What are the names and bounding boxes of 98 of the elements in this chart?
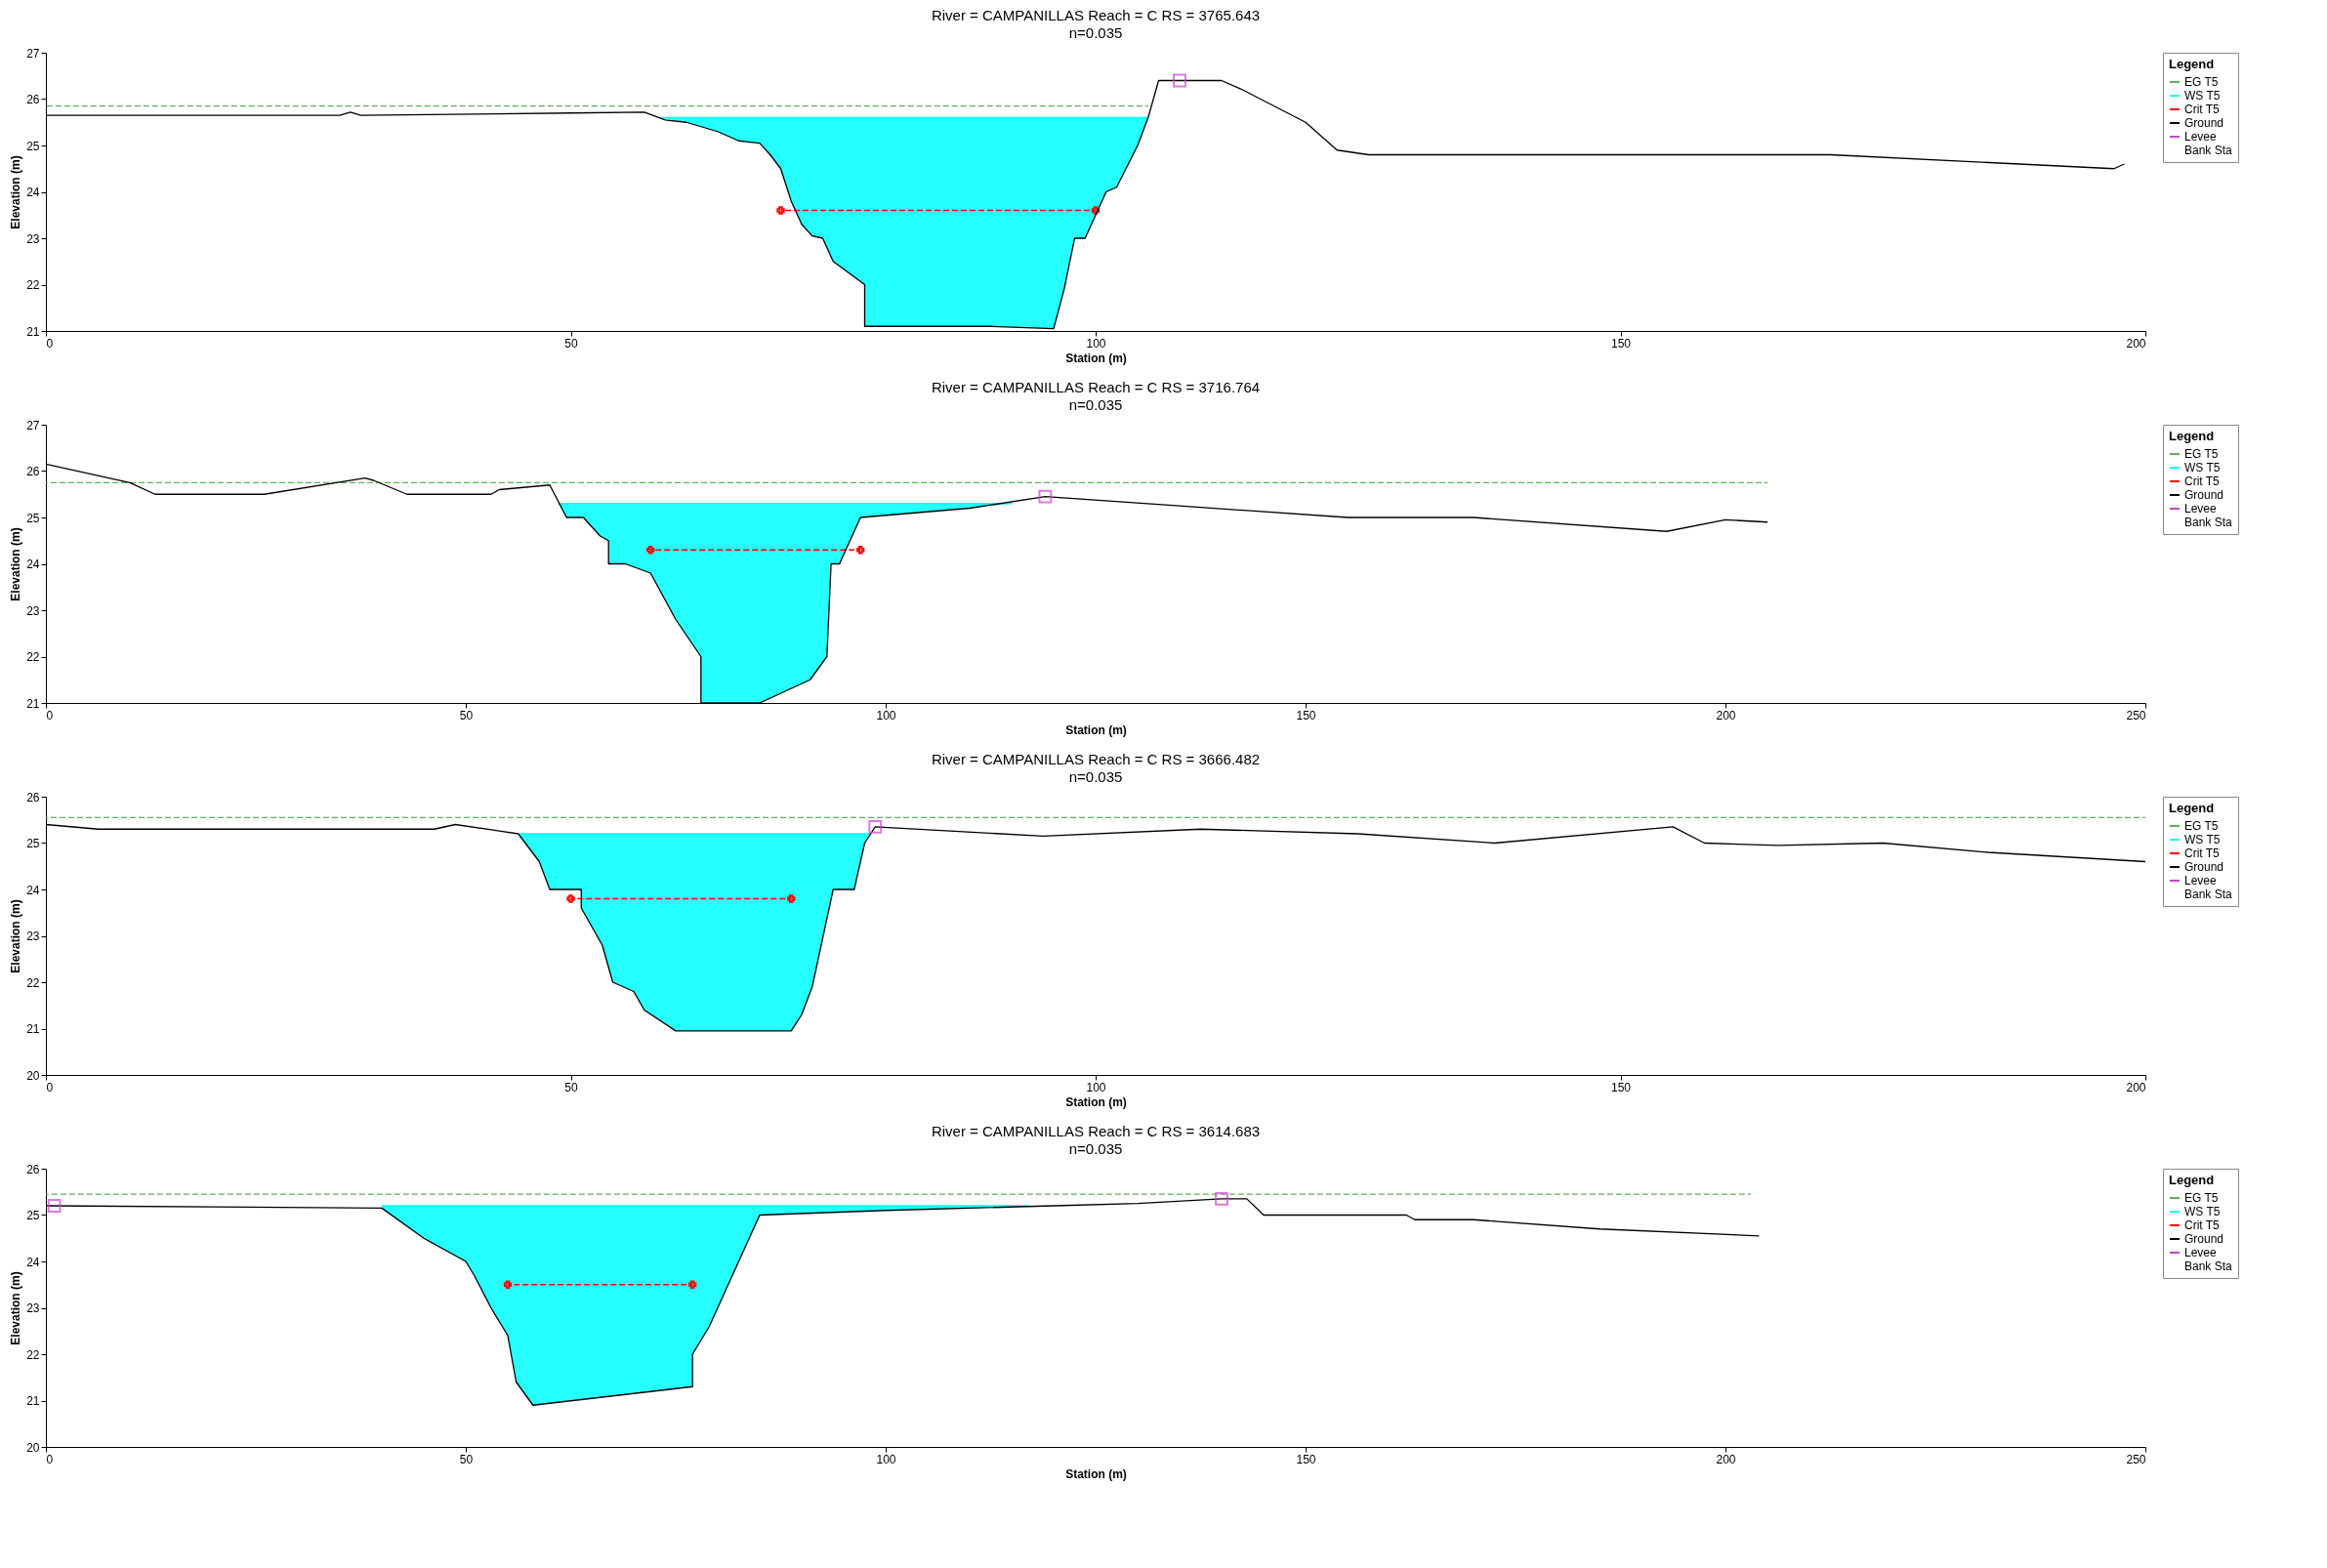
y-axis-title: Elevation (m) — [9, 155, 23, 229]
chart-title: River = CAMPANILLAS Reach = C RS = 3765.643 — [931, 7, 1261, 23]
chart-subtitle: n=0.035 — [1068, 24, 1123, 41]
chart-title: River = CAMPANILLAS Reach = C RS = 3614.683 — [931, 1123, 1261, 1139]
y-tick-label: 20 — [26, 1440, 40, 1455]
y-tick-label: 23 — [26, 231, 40, 246]
point — [503, 1280, 513, 1289]
y-tick-label: 21 — [26, 696, 40, 711]
x-tick-label: 50 — [459, 1452, 474, 1466]
y-axis-title: Elevation (m) — [9, 527, 23, 601]
x-tick-label: 150 — [1610, 1080, 1632, 1094]
y-tick-label: 23 — [26, 1301, 40, 1315]
legend-label: Ground — [2184, 488, 2224, 502]
legend-title: Legend — [2169, 1173, 2215, 1187]
x-tick-label: 150 — [1296, 1452, 1316, 1466]
legend-label: Levee — [2184, 1246, 2218, 1259]
x-tick-label: 0 — [46, 336, 54, 351]
x-tick-label: 150 — [1296, 708, 1316, 722]
y-tick-label: 25 — [26, 837, 40, 850]
x-tick-label: 250 — [2126, 1452, 2146, 1466]
x-tick-label: 250 — [2126, 708, 2146, 722]
y-tick-label: 25 — [26, 1209, 40, 1222]
point — [47, 1199, 62, 1213]
y-tick-label: 24 — [26, 883, 40, 897]
legend-label: EG T5 — [2184, 447, 2219, 461]
legend-label: Crit T5 — [2184, 1218, 2221, 1232]
legend-label: EG T5 — [2184, 75, 2219, 89]
legend-label: Crit T5 — [2184, 103, 2221, 116]
y-axis-title: Elevation (m) — [9, 1271, 23, 1345]
x-tick-label: 0 — [46, 1080, 54, 1094]
legend-label: WS T5 — [2184, 833, 2221, 846]
y-tick-label: 24 — [26, 557, 40, 571]
legend-label: Ground — [2184, 116, 2224, 130]
legend-label: WS T5 — [2184, 461, 2221, 475]
x-tick-label: 100 — [876, 1452, 896, 1466]
legend-label: Levee — [2184, 502, 2218, 516]
y-tick-label: 27 — [26, 418, 40, 433]
x-tick-label: 0 — [46, 708, 54, 722]
y-tick-label: 26 — [26, 1162, 40, 1176]
chart-subtitle: n=0.035 — [1068, 1140, 1123, 1157]
x-axis-title: Station (m) — [1065, 1094, 1127, 1109]
x-tick-label: 50 — [564, 336, 578, 351]
legend-label: WS T5 — [2184, 89, 2221, 103]
y-axis-title: Elevation (m) — [9, 899, 23, 973]
y-tick-label: 26 — [26, 93, 40, 106]
y-tick-label: 20 — [26, 1068, 40, 1083]
chart-title: River = CAMPANILLAS Reach = C RS = 3716.764 — [931, 379, 1261, 395]
y-tick-label: 23 — [26, 603, 40, 618]
x-tick-label: 200 — [2126, 336, 2146, 351]
chart-title: River = CAMPANILLAS Reach = C RS = 3666.482 — [931, 751, 1261, 767]
y-tick-label: 22 — [26, 975, 40, 990]
x-tick-label: 100 — [1086, 1080, 1106, 1094]
chart-subtitle: n=0.035 — [1068, 768, 1123, 785]
x-tick-label: 100 — [1086, 336, 1106, 351]
text: Bank Sta — [2184, 144, 2233, 157]
point — [1215, 1191, 1228, 1206]
x-tick-label: 100 — [876, 708, 896, 722]
y-tick-label: 26 — [26, 790, 40, 805]
legend-title: Legend — [2169, 57, 2215, 71]
legend-label: EG T5 — [2184, 819, 2219, 833]
legend-label: Ground — [2184, 1232, 2224, 1246]
legend-title: Legend — [2169, 429, 2215, 443]
x-tick-label: 200 — [2126, 1080, 2146, 1094]
legend-label: WS T5 — [2184, 1205, 2221, 1218]
x-tick-label: 200 — [1716, 1452, 1736, 1466]
legend-label: Crit T5 — [2184, 846, 2221, 860]
text: Bank Sta — [2184, 1259, 2233, 1273]
y-tick-label: 21 — [26, 1022, 40, 1036]
y-tick-label: 26 — [26, 465, 40, 478]
x-tick-label: 150 — [1610, 336, 1632, 351]
y-tick-label: 25 — [26, 511, 40, 525]
legend-label: Crit T5 — [2184, 475, 2221, 488]
x-axis-title: Station (m) — [1065, 1466, 1127, 1481]
y-tick-label: 24 — [26, 1255, 40, 1269]
text: Bank Sta — [2184, 516, 2233, 529]
legend-title: Legend — [2169, 801, 2215, 815]
y-tick-label: 25 — [26, 139, 40, 153]
x-tick-label: 200 — [1716, 708, 1736, 722]
y-tick-label: 21 — [26, 324, 40, 339]
legend-label: Ground — [2184, 860, 2224, 874]
x-tick-label: 50 — [564, 1080, 578, 1094]
y-tick-label: 21 — [26, 1394, 40, 1408]
legend-label: Levee — [2184, 130, 2218, 144]
x-tick-label: 0 — [46, 1452, 54, 1466]
legend-label: EG T5 — [2184, 1191, 2219, 1205]
x-axis-title: Station (m) — [1065, 722, 1127, 737]
y-tick-label: 27 — [26, 46, 40, 61]
legend-label: Levee — [2184, 874, 2218, 887]
x-tick-label: 50 — [459, 708, 474, 722]
y-tick-label: 22 — [26, 650, 40, 664]
y-tick-label: 24 — [26, 186, 40, 199]
chart-subtitle: n=0.035 — [1068, 396, 1123, 413]
y-tick-label: 23 — [26, 929, 40, 943]
y-tick-label: 22 — [26, 278, 40, 292]
text: Bank Sta — [2184, 887, 2233, 901]
x-axis-title: Station (m) — [1065, 351, 1127, 365]
point — [688, 1280, 697, 1289]
y-tick-label: 22 — [26, 1347, 40, 1362]
